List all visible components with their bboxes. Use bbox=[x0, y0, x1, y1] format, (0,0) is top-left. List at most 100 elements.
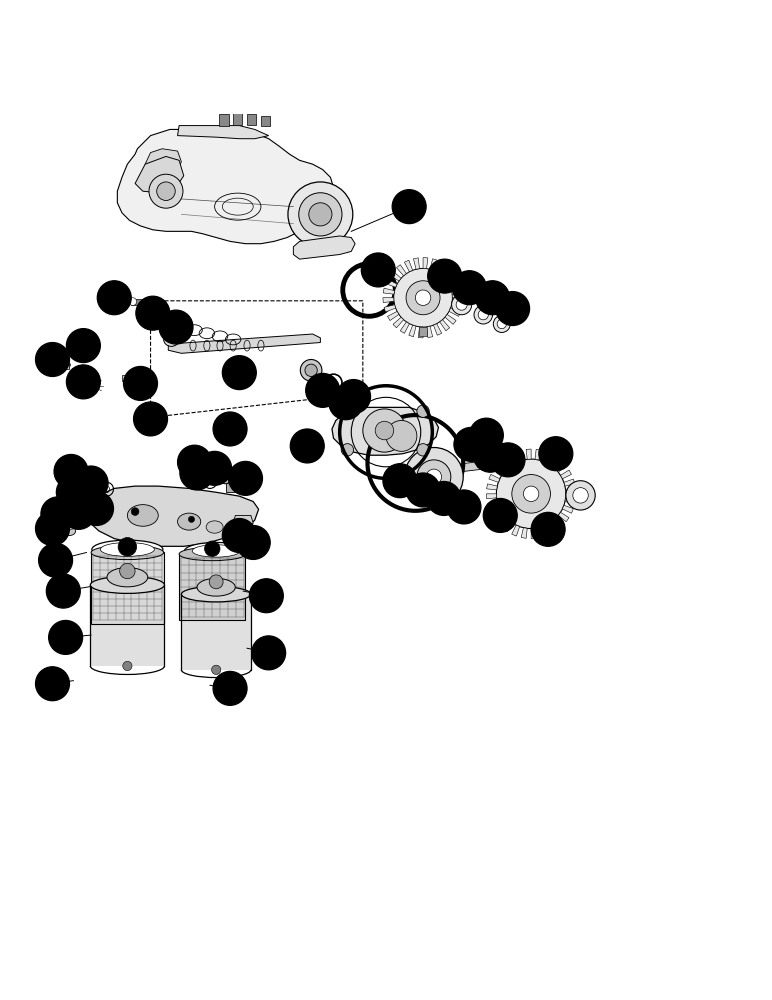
Text: 38: 38 bbox=[84, 478, 98, 488]
Circle shape bbox=[124, 366, 157, 400]
Circle shape bbox=[392, 190, 426, 224]
Circle shape bbox=[118, 538, 137, 556]
Ellipse shape bbox=[197, 578, 235, 596]
Bar bbox=[179, 554, 245, 620]
Polygon shape bbox=[564, 479, 575, 486]
Text: 42: 42 bbox=[72, 507, 86, 517]
Text: 52: 52 bbox=[46, 679, 59, 689]
Ellipse shape bbox=[206, 521, 223, 533]
Text: 27: 27 bbox=[144, 414, 157, 424]
Circle shape bbox=[41, 497, 75, 531]
Polygon shape bbox=[409, 325, 416, 337]
Polygon shape bbox=[442, 268, 453, 278]
Text: 5: 5 bbox=[137, 378, 144, 388]
Text: 16: 16 bbox=[393, 476, 407, 486]
Polygon shape bbox=[427, 326, 432, 338]
Text: 29: 29 bbox=[464, 439, 478, 449]
Text: 3: 3 bbox=[80, 377, 87, 387]
Polygon shape bbox=[566, 489, 576, 494]
Circle shape bbox=[288, 182, 353, 247]
Text: 36: 36 bbox=[232, 531, 246, 541]
Text: 23: 23 bbox=[107, 293, 121, 303]
Text: 7: 7 bbox=[466, 283, 473, 293]
Circle shape bbox=[386, 420, 417, 451]
Text: 18: 18 bbox=[437, 493, 451, 503]
Circle shape bbox=[213, 671, 247, 705]
Text: 25: 25 bbox=[169, 322, 183, 332]
Polygon shape bbox=[423, 258, 428, 269]
Text: 46: 46 bbox=[59, 632, 73, 642]
Text: 37: 37 bbox=[64, 466, 78, 476]
Polygon shape bbox=[527, 449, 531, 459]
Polygon shape bbox=[332, 407, 438, 455]
Circle shape bbox=[363, 409, 406, 452]
Bar bbox=[419, 327, 427, 336]
Text: 40: 40 bbox=[46, 524, 59, 534]
Polygon shape bbox=[452, 301, 463, 307]
Polygon shape bbox=[400, 322, 409, 333]
Circle shape bbox=[361, 253, 395, 287]
Circle shape bbox=[222, 356, 256, 390]
Ellipse shape bbox=[164, 332, 179, 346]
Ellipse shape bbox=[219, 466, 232, 472]
Polygon shape bbox=[178, 126, 269, 139]
Circle shape bbox=[476, 281, 510, 315]
Polygon shape bbox=[486, 484, 497, 490]
Polygon shape bbox=[512, 525, 520, 536]
Circle shape bbox=[474, 305, 493, 324]
Circle shape bbox=[236, 525, 270, 559]
Bar bbox=[477, 463, 491, 467]
Text: 14: 14 bbox=[316, 385, 330, 395]
Circle shape bbox=[36, 512, 69, 546]
Polygon shape bbox=[516, 450, 523, 461]
Bar bbox=[219, 114, 229, 126]
Polygon shape bbox=[499, 459, 510, 469]
Circle shape bbox=[149, 174, 183, 208]
Polygon shape bbox=[507, 453, 516, 464]
Polygon shape bbox=[452, 293, 463, 298]
Text: 8: 8 bbox=[489, 293, 496, 303]
Circle shape bbox=[454, 427, 488, 461]
Circle shape bbox=[178, 445, 212, 479]
Circle shape bbox=[205, 541, 220, 556]
Circle shape bbox=[97, 281, 131, 315]
Text: 1: 1 bbox=[405, 202, 413, 212]
Ellipse shape bbox=[90, 576, 164, 593]
Bar bbox=[91, 552, 164, 624]
Polygon shape bbox=[486, 494, 496, 499]
Text: 51: 51 bbox=[246, 537, 260, 547]
Polygon shape bbox=[418, 327, 423, 338]
Polygon shape bbox=[539, 527, 546, 537]
Bar bbox=[233, 113, 242, 125]
Text: 30: 30 bbox=[483, 450, 497, 460]
Circle shape bbox=[383, 464, 417, 498]
Polygon shape bbox=[117, 129, 334, 244]
Circle shape bbox=[483, 498, 517, 532]
Text: 10: 10 bbox=[438, 271, 452, 281]
Circle shape bbox=[531, 512, 565, 546]
Circle shape bbox=[49, 620, 83, 654]
Circle shape bbox=[36, 667, 69, 701]
Circle shape bbox=[329, 386, 363, 420]
Polygon shape bbox=[383, 288, 394, 294]
Polygon shape bbox=[543, 452, 550, 463]
Polygon shape bbox=[384, 305, 395, 312]
Polygon shape bbox=[451, 284, 462, 291]
Ellipse shape bbox=[127, 505, 158, 526]
Circle shape bbox=[249, 579, 283, 613]
Text: 44: 44 bbox=[188, 457, 201, 467]
Circle shape bbox=[129, 298, 137, 305]
Bar bbox=[83, 516, 97, 522]
Polygon shape bbox=[293, 236, 355, 259]
Text: 45: 45 bbox=[208, 463, 222, 473]
Circle shape bbox=[566, 481, 595, 510]
Bar bbox=[58, 364, 69, 369]
Circle shape bbox=[473, 438, 507, 472]
Circle shape bbox=[417, 460, 451, 494]
Polygon shape bbox=[397, 265, 406, 276]
Circle shape bbox=[447, 490, 481, 524]
Text: 49: 49 bbox=[262, 648, 276, 658]
Ellipse shape bbox=[185, 542, 248, 559]
Polygon shape bbox=[388, 311, 399, 321]
Ellipse shape bbox=[63, 526, 76, 536]
